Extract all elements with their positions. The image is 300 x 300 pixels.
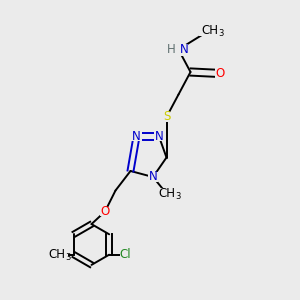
- Text: N: N: [154, 130, 164, 143]
- Text: N: N: [132, 130, 141, 143]
- Text: 3: 3: [218, 28, 224, 38]
- Text: CH: CH: [49, 248, 66, 261]
- Text: CH: CH: [202, 23, 218, 37]
- FancyBboxPatch shape: [169, 44, 188, 56]
- FancyBboxPatch shape: [160, 112, 172, 122]
- FancyBboxPatch shape: [200, 24, 220, 36]
- FancyBboxPatch shape: [154, 132, 164, 141]
- Text: O: O: [100, 205, 109, 218]
- FancyBboxPatch shape: [148, 172, 158, 182]
- Text: Cl: Cl: [120, 248, 131, 261]
- FancyBboxPatch shape: [100, 207, 110, 216]
- FancyBboxPatch shape: [120, 250, 132, 260]
- Text: H: H: [167, 43, 176, 56]
- Text: 3: 3: [66, 253, 71, 262]
- Text: N: N: [180, 43, 189, 56]
- FancyBboxPatch shape: [157, 188, 176, 199]
- Text: O: O: [216, 67, 225, 80]
- FancyBboxPatch shape: [214, 68, 226, 79]
- FancyBboxPatch shape: [131, 132, 142, 141]
- Text: S: S: [163, 110, 170, 124]
- FancyBboxPatch shape: [47, 249, 68, 260]
- Text: CH: CH: [158, 187, 175, 200]
- Text: N: N: [148, 170, 158, 184]
- Text: 3: 3: [175, 192, 180, 201]
